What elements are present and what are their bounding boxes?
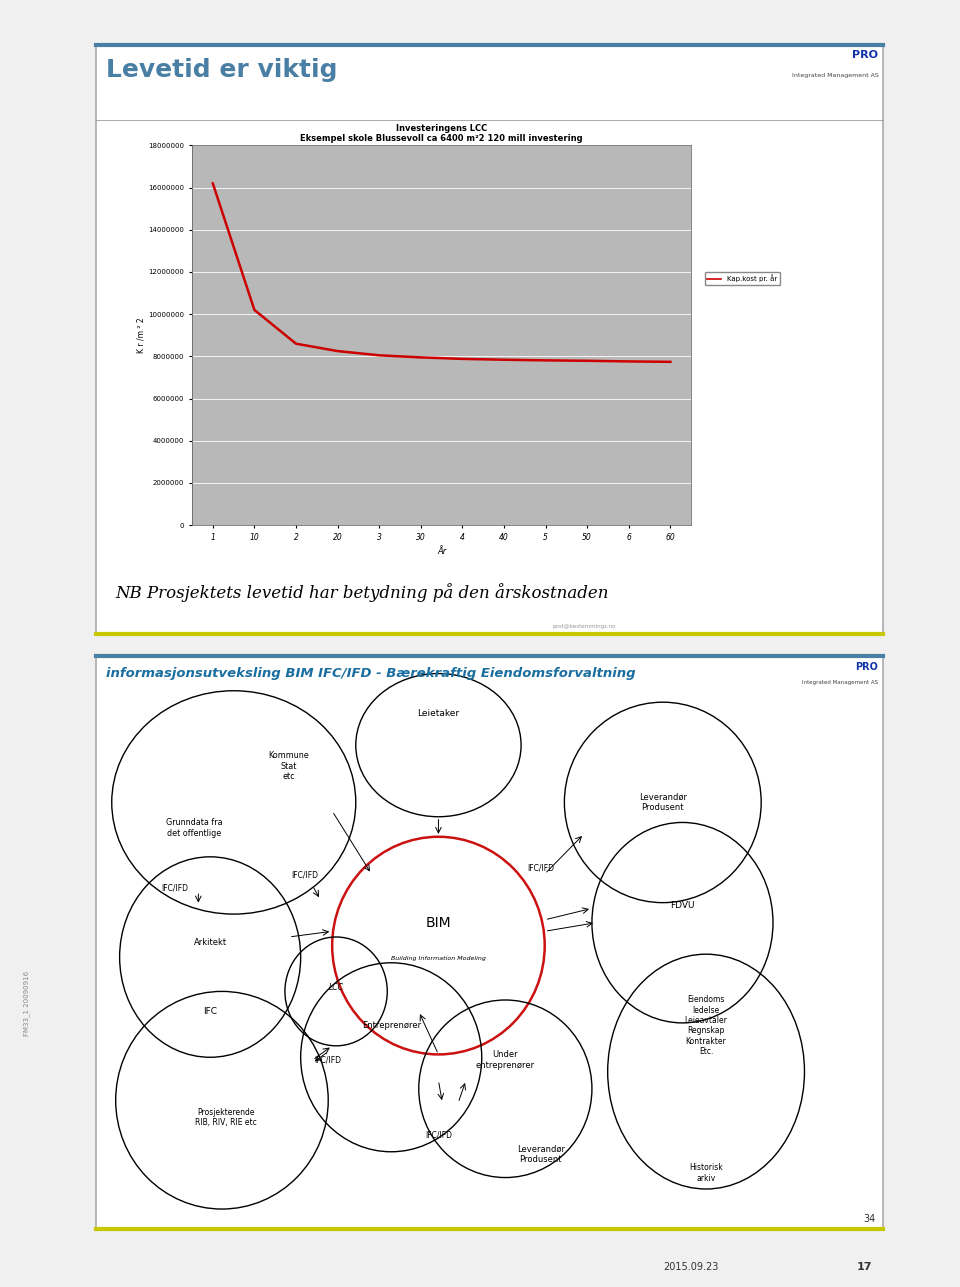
Text: post@bestemmings.no: post@bestemmings.no [552,624,616,629]
Y-axis label: K r /m ² 2: K r /m ² 2 [136,318,146,353]
Text: Grunndata fra
det offentlige: Grunndata fra det offentlige [166,819,223,838]
Text: PRO: PRO [855,662,878,672]
Text: Leverandør
Produsent: Leverandør Produsent [516,1145,564,1165]
Text: Historisk
arkiv: Historisk arkiv [689,1163,723,1183]
Text: Levetid er viktig: Levetid er viktig [106,58,337,82]
Legend: Kap.kost pr. år: Kap.kost pr. år [705,272,780,284]
Text: 2015.09.23: 2015.09.23 [663,1261,719,1272]
Text: PRO: PRO [852,50,878,60]
Text: IFC/IFD: IFC/IFD [161,884,188,893]
Text: Kommune
Stat
etc: Kommune Stat etc [269,752,309,781]
Text: Prosjekterende
RIB, RIV, RIE etc: Prosjekterende RIB, RIV, RIE etc [195,1108,256,1127]
Text: NB Prosjektets levetid har betydning på den årskostnaden: NB Prosjektets levetid har betydning på … [115,583,609,602]
Text: IFC/IFD: IFC/IFD [315,1055,342,1064]
Text: Building Information Modeling: Building Information Modeling [391,956,486,961]
Text: Eiendoms
ledelse
Leieavtaler
Regnskap
Kontrakter
Etc.: Eiendoms ledelse Leieavtaler Regnskap Ko… [684,995,728,1057]
Text: Leietaker: Leietaker [418,709,460,718]
Text: IFC/IFD: IFC/IFD [527,864,554,873]
Text: IFC: IFC [204,1006,217,1015]
Text: LCC: LCC [328,983,344,992]
Text: 17: 17 [856,1261,872,1272]
Text: FM33_1 20090916: FM33_1 20090916 [23,972,31,1036]
Text: Integrated Management AS: Integrated Management AS [792,73,878,79]
Text: 34: 34 [863,1214,876,1224]
Text: Leverandør
Produsent: Leverandør Produsent [638,793,686,812]
Title: Investeringens LCC
Eksempel skole Blussevoll ca 6400 m²2 120 mill investering: Investeringens LCC Eksempel skole Blusse… [300,124,583,143]
Text: informasjonsutveksling BIM IFC/IFD - Bærekraftig Eiendomsforvaltning: informasjonsutveksling BIM IFC/IFD - Bær… [106,667,636,680]
Text: Under
entreprenører: Under entreprenører [476,1050,535,1069]
Text: Entreprenører: Entreprenører [362,1022,420,1031]
Text: FDVU: FDVU [670,901,695,910]
Text: IFC/IFD: IFC/IFD [425,1130,452,1139]
Text: Arkitekt: Arkitekt [194,938,227,947]
Text: Integrated Management AS: Integrated Management AS [803,680,878,685]
X-axis label: År: År [437,547,446,556]
Text: IFC/IFD: IFC/IFD [291,870,318,879]
Text: BIM: BIM [425,915,451,929]
